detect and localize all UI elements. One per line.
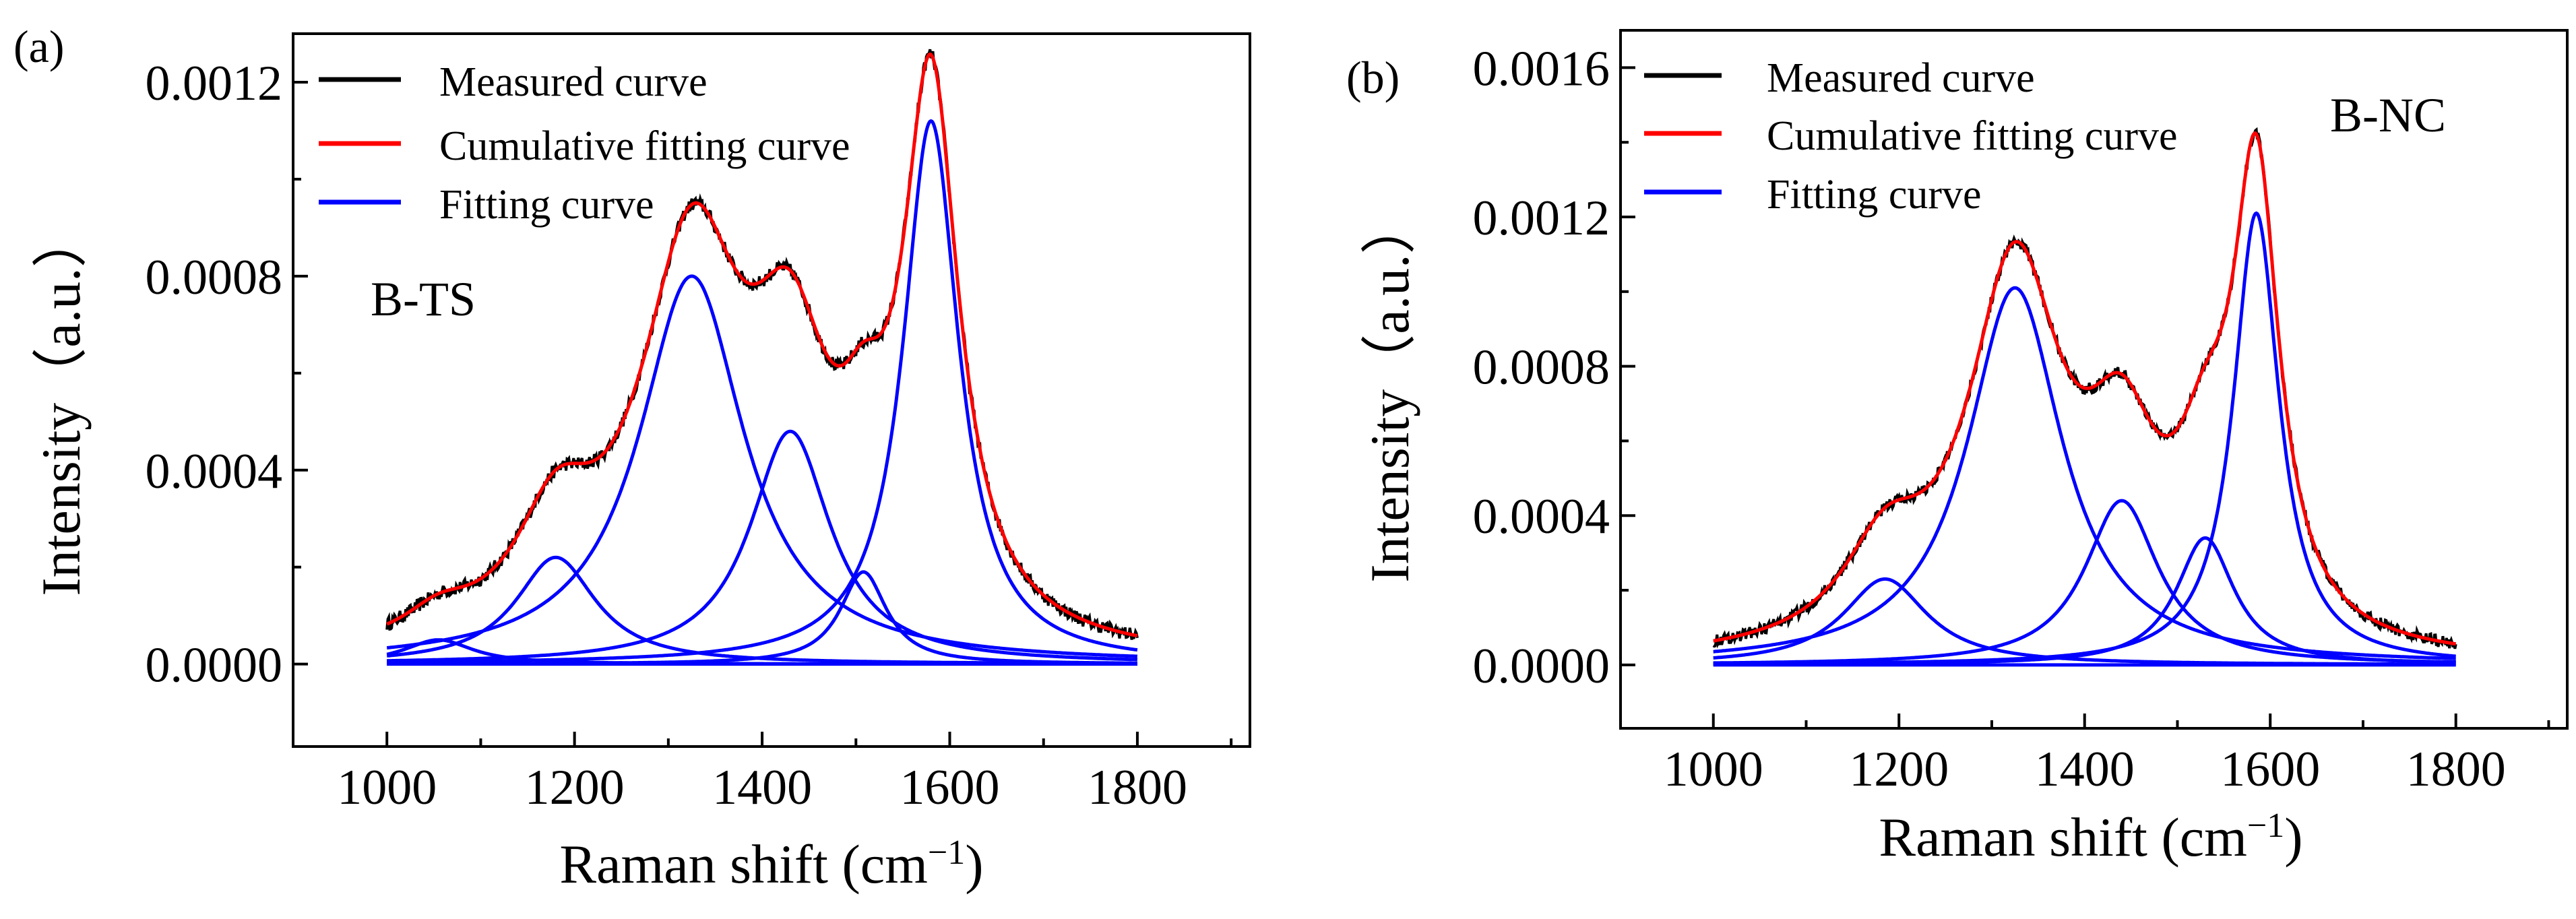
panel-b-legend: Measured curve Cumulative fitting curve … [1644,55,2178,218]
x-tick-label: 1600 [900,760,1000,815]
fitting-curve-1 [1713,577,2456,666]
y-tick-label: 0.0000 [146,638,283,693]
panel-b-y-axis-title: Intensity（a.u.） [1359,199,1420,582]
y-tick-label: 0.0004 [146,444,283,499]
x-tick-label: 1200 [1849,742,1949,797]
y-tick-label: 0.0016 [1473,41,1610,96]
panel-a-curves [385,49,1139,666]
x-tick-label: 1000 [337,760,437,815]
legend-measured-label: Measured curve [439,59,708,105]
panel-b-curves [1712,127,2457,667]
x-tick-label: 1800 [2406,742,2506,797]
cumulative-fitting-curve [386,52,1138,638]
cumulative-fitting-curve [1713,131,2457,646]
panel-a-label: (a) [13,21,64,72]
panel-b: (b) 1000 1200 1400 1600 1800 0.0000 0.0004 0.00… [1346,29,2569,868]
panel-a-legend: Measured curve Cumulative fitting curve … [319,59,850,228]
fitting-curve-3 [1713,499,2456,665]
panel-a: (a) 1000 1200 1400 1600 1800 0.0000 0.0004 0.00… [13,21,1251,895]
fitting-curve-4 [387,429,1138,663]
y-tick-label: 0.0012 [146,56,283,111]
panel-b-ticks: 1000 1200 1400 1600 1800 0.0000 0.0004 0.0008 0.… [1473,41,2550,797]
legend-fitting-label: Fitting curve [439,182,654,228]
fitting-curve-4 [1713,536,2456,666]
x-tick-label: 1400 [2035,742,2135,797]
y-tick-label: 0.0008 [1473,340,1610,395]
x-tick-label: 1000 [1664,742,1763,797]
y-tick-label: 0.0012 [1473,191,1610,246]
panel-a-sample-label: B-TS [371,272,476,326]
fitting-curve-2 [1713,286,2456,660]
legend-cumulative-label: Cumulative fitting curve [439,123,850,169]
panel-b-label: (b) [1346,52,1400,103]
x-tick-label: 1600 [2220,742,2320,797]
y-tick-label: 0.0004 [1473,489,1610,544]
legend-fitting-label: Fitting curve [1767,172,1982,218]
panel-a-y-axis-title: Intensity（a.u.） [30,212,92,596]
x-tick-label: 1800 [1088,760,1187,815]
legend-cumulative-label: Cumulative fitting curve [1767,113,2178,159]
y-tick-label: 0.0000 [1473,639,1610,694]
panel-b-sample-label: B-NC [2330,88,2446,142]
x-tick-label: 1200 [525,760,625,815]
panel-b-x-axis-title: Raman shift (cm−1) [1879,806,2302,868]
y-tick-label: 0.0008 [146,250,283,305]
panel-a-ticks: 1000 1200 1400 1600 1800 0.0000 0.0004 0.0008 0.… [146,56,1233,815]
fitting-curve-6 [387,119,1138,664]
panel-a-plot-frame [292,32,1251,748]
panel-a-x-axis-title: Raman shift (cm−1) [559,833,983,895]
fitting-curve-5 [387,570,1137,666]
fitting-curve-5 [1713,211,2456,666]
legend-measured-label: Measured curve [1767,55,2035,101]
x-tick-label: 1400 [712,760,812,815]
panel-b-plot-frame [1619,29,2569,730]
